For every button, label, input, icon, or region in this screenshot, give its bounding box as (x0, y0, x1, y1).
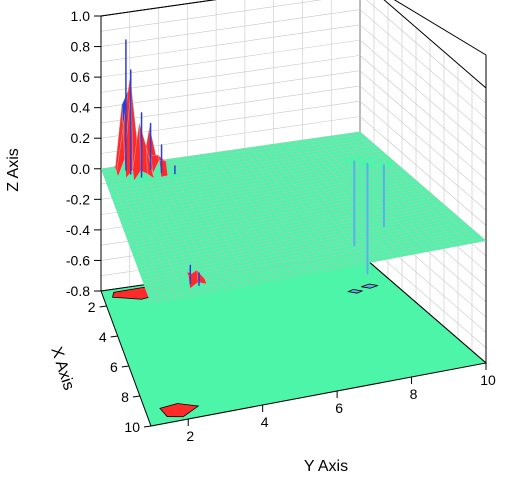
surface-cell (149, 298, 160, 305)
z-axis-title: Z Axis (5, 148, 22, 192)
z-tick-label: 0.2 (71, 130, 91, 146)
y-tick-label: 8 (410, 386, 418, 402)
wall-gridline (100, 70, 361, 108)
z-tick-label: 0.8 (71, 39, 91, 55)
z-tick-label: 1.0 (71, 8, 91, 24)
y-tick-label: 4 (261, 414, 269, 430)
x-tick-label: 6 (110, 359, 118, 375)
wall-gridline (100, 55, 361, 93)
y-tick-label: 2 (186, 428, 194, 444)
wall-gridline (359, 24, 487, 135)
x-tick (121, 365, 129, 368)
y-tick-label: 6 (335, 400, 343, 416)
wall-gridline (100, 39, 361, 78)
x-tick-label: 2 (88, 299, 96, 315)
z-tick-label: 0.4 (71, 100, 91, 116)
x-tick (132, 395, 140, 398)
z-tick-label: -0.8 (66, 283, 90, 299)
z-tick-label: -0.2 (66, 191, 90, 207)
wall-gridline (359, 85, 487, 196)
x-tick-label: 10 (124, 419, 140, 435)
z-tick-label: -0.6 (66, 252, 90, 268)
wall-gridline (359, 116, 487, 226)
wall-gridline (100, 85, 361, 124)
x-tick (99, 305, 107, 308)
x-tick (143, 425, 152, 428)
contour-trough-region (346, 288, 364, 294)
wall-gridline (100, 0, 323, 32)
wall-gridline (100, 24, 361, 63)
contour-peak-region (159, 403, 200, 418)
contour-trough-region (361, 283, 379, 289)
top-edge (383, 0, 487, 89)
z-tick-label: -0.4 (66, 222, 90, 238)
wall-gridline (359, 9, 487, 119)
x-tick (110, 335, 118, 338)
wall-gridline (366, 0, 487, 104)
x-tick-label: 8 (121, 389, 129, 405)
z-tick-label: 0.6 (71, 69, 91, 85)
top-edge (100, 0, 217, 17)
wall-gridline (100, 100, 361, 139)
wall-gridline (359, 55, 487, 165)
wall-gridline (359, 70, 487, 180)
x-axis-title: X Axis (47, 345, 77, 393)
wall-gridline (100, 9, 361, 47)
y-axis-title: Y Axis (304, 458, 348, 475)
z-tick-label: 0.0 (71, 161, 91, 177)
wall-gridline (359, 39, 487, 150)
y-tick-label: 10 (480, 372, 496, 388)
wall-gridline (359, 100, 487, 211)
x-tick-label: 4 (99, 329, 107, 345)
surface-marks (125, 39, 385, 286)
axis-ticks: 1.00.80.60.40.20.0-0.2-0.4-0.6-0.8246810… (66, 8, 496, 444)
